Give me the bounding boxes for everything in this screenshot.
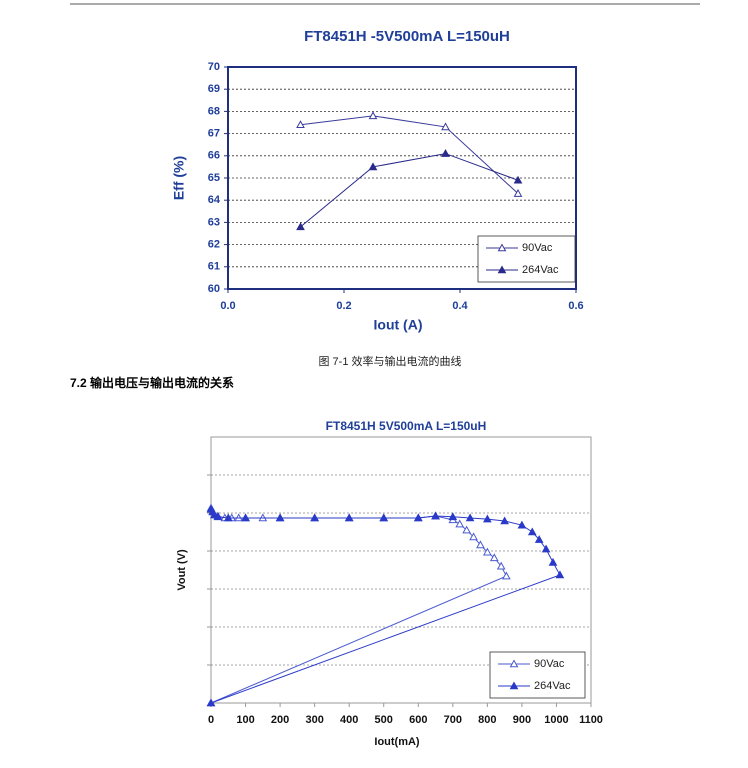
y-tick-label: 66 (208, 150, 220, 162)
data-point (462, 525, 471, 534)
data-point (431, 511, 440, 520)
data-point (541, 544, 551, 553)
y-tick-label: 63 (208, 216, 220, 228)
y-tick-label: 64 (208, 194, 221, 206)
data-point (296, 222, 305, 231)
x-tick-label: 300 (305, 714, 323, 726)
data-point (483, 547, 492, 556)
x-tick-label: 500 (375, 714, 393, 726)
data-point (296, 120, 305, 129)
data-point (448, 512, 458, 521)
x-tick-label: 0.6 (568, 300, 583, 312)
data-point (502, 571, 511, 580)
legend-marker (497, 243, 507, 252)
x-tick-label: 1100 (579, 714, 603, 726)
data-point (223, 513, 233, 522)
chart-title: FT8451H 5V500mA L=150uH (326, 419, 487, 433)
data-point (344, 513, 354, 522)
x-tick-label: 100 (236, 714, 254, 726)
data-point (368, 162, 378, 171)
legend-box (477, 235, 576, 283)
data-point (441, 149, 450, 157)
y-tick-label: 69 (208, 83, 220, 95)
y-axis-label: Eff (%) (171, 156, 187, 200)
y-tick-label: 70 (208, 61, 220, 73)
data-point (275, 513, 285, 522)
y-tick-label: 65 (208, 172, 220, 184)
y-tick-label: 61 (208, 261, 220, 273)
legend-marker (497, 265, 507, 274)
data-point (555, 570, 565, 579)
x-tick-label: 900 (513, 714, 531, 726)
x-tick-label: 0.0 (220, 300, 235, 312)
data-point (379, 513, 389, 522)
data-point (368, 111, 378, 120)
data-point (465, 513, 475, 522)
series-line (300, 115, 519, 194)
data-point (513, 175, 523, 184)
data-point (310, 513, 319, 522)
chart-title: FT8451H -5V500mA L=150uH (304, 28, 510, 45)
legend-marker (509, 681, 519, 690)
x-tick-label: 600 (409, 714, 427, 726)
data-point (213, 512, 223, 521)
series-line (210, 507, 508, 704)
x-tick-label: 800 (478, 714, 496, 726)
legend-label: 90Vac (522, 242, 553, 254)
x-tick-label: 0.2 (336, 300, 351, 312)
legend-label: 264Vac (522, 264, 559, 276)
y-tick-label: 60 (208, 283, 220, 295)
x-tick-label: 700 (444, 714, 462, 726)
data-point (413, 513, 423, 522)
data-point (513, 189, 523, 197)
y-tick-label: 62 (208, 239, 220, 251)
x-tick-label: 200 (271, 714, 289, 726)
legend-marker (509, 659, 519, 668)
series-line (300, 153, 519, 228)
x-tick-label: 0 (208, 714, 214, 726)
data-point (441, 122, 450, 131)
data-point (517, 520, 527, 529)
data-point (500, 516, 509, 525)
data-point (483, 514, 492, 523)
data-point (455, 519, 465, 528)
figure-caption: 图 7-1 效率与输出电流的曲线 (318, 354, 461, 368)
data-point (241, 513, 250, 522)
x-tick-label: 400 (340, 714, 358, 726)
data-point (206, 698, 216, 707)
y-tick-label: 68 (208, 105, 220, 117)
y-axis-label: Vout (V) (176, 549, 188, 591)
data-point (489, 553, 499, 562)
legend-label: 264Vac (534, 680, 571, 692)
legend-label: 90Vac (534, 658, 565, 670)
data-point (469, 532, 478, 541)
data-point (534, 535, 544, 543)
data-point (548, 557, 558, 566)
data-point (496, 561, 506, 570)
data-point (527, 527, 537, 536)
y-tick-label: 67 (208, 128, 220, 140)
legend-box (489, 651, 586, 699)
x-tick-label: 0.4 (452, 300, 468, 312)
x-axis-label: Iout (A) (374, 317, 423, 333)
plot-frame (210, 436, 592, 704)
data-point (476, 540, 485, 549)
x-tick-label: 1000 (544, 714, 568, 726)
x-axis-label: Iout(mA) (374, 736, 420, 748)
section-heading: 7.2 输出电压与输出电流的关系 (70, 375, 234, 390)
